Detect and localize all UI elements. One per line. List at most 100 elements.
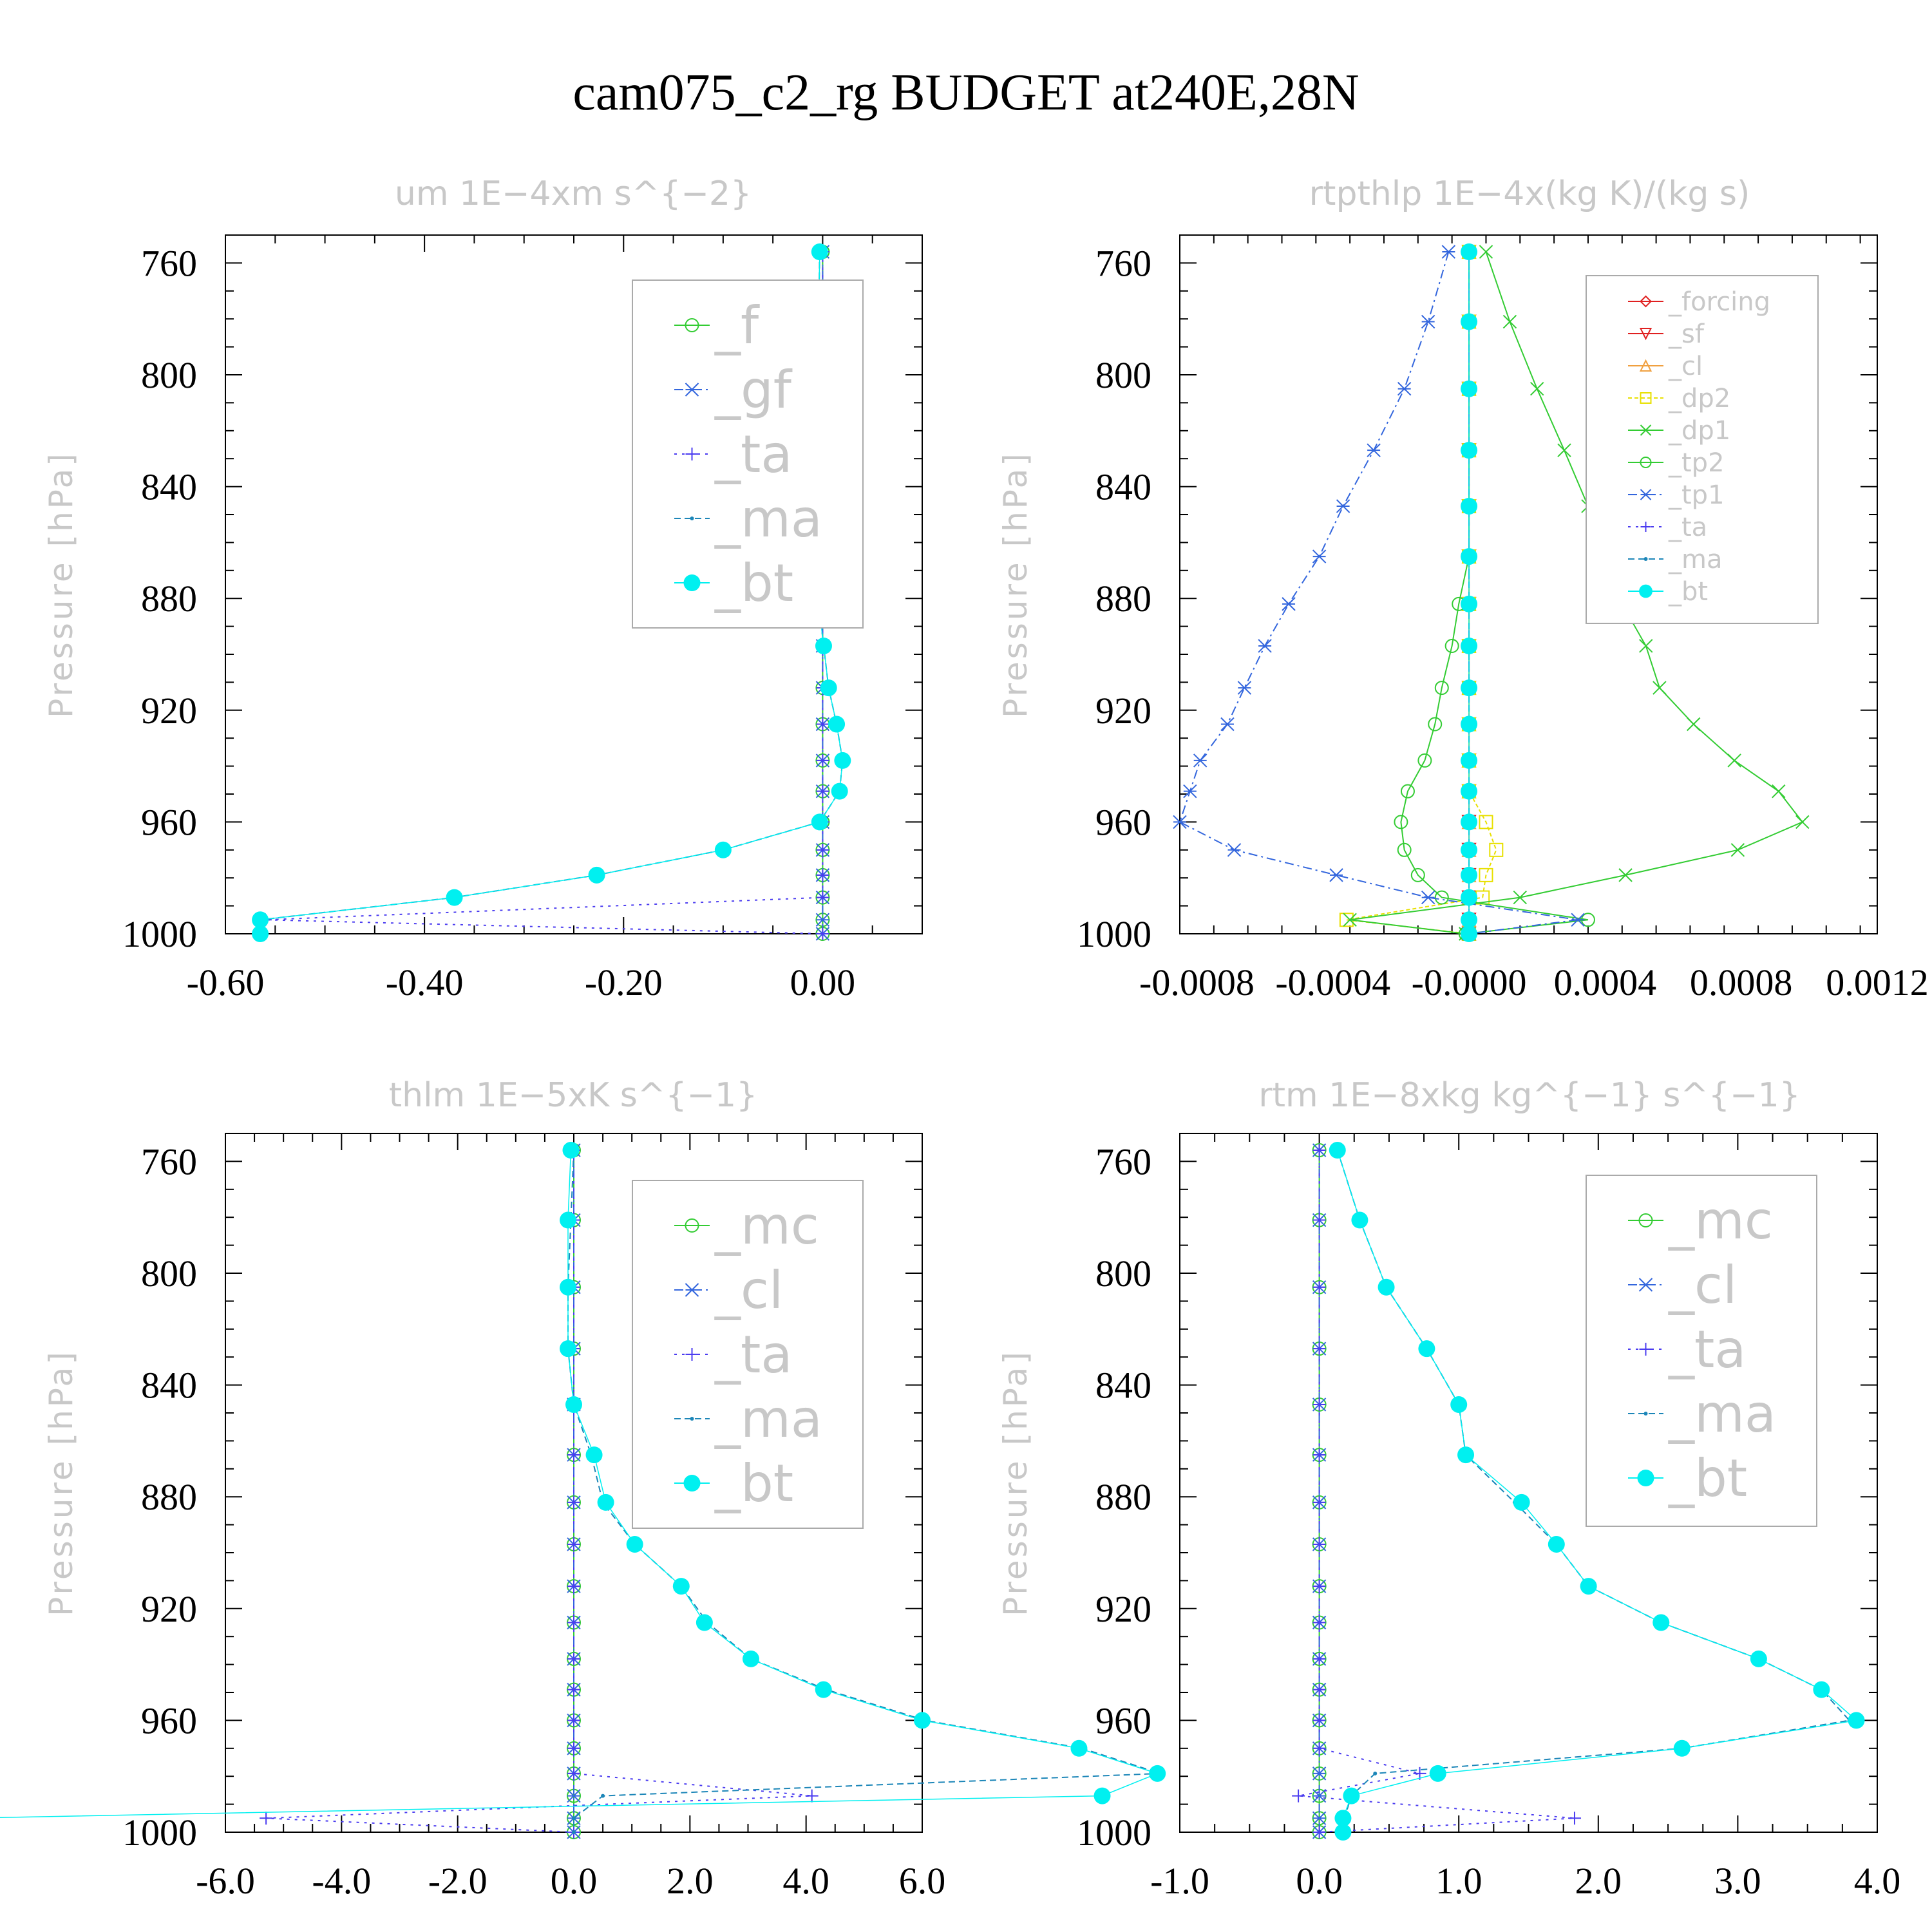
data-point bbox=[1149, 1765, 1166, 1782]
data-point bbox=[1653, 1614, 1670, 1631]
legend-box bbox=[1586, 275, 1819, 624]
y-tick-label: 960 bbox=[141, 1700, 197, 1741]
data-point bbox=[1461, 637, 1478, 654]
data-point bbox=[567, 1683, 580, 1696]
legend-label: _dp2 bbox=[1668, 384, 1730, 413]
data-point bbox=[1461, 313, 1478, 330]
data-point bbox=[601, 1794, 605, 1798]
data-point bbox=[1848, 1712, 1865, 1729]
data-point bbox=[714, 841, 732, 858]
x-tick-label: 0.0004 bbox=[1554, 961, 1657, 1003]
legend-label: _f bbox=[714, 296, 760, 355]
data-point bbox=[1461, 380, 1478, 397]
data-point bbox=[1638, 1213, 1653, 1227]
data-point bbox=[567, 1580, 580, 1593]
panel-title: thlm 1E−5xK s^{−1} bbox=[389, 1076, 757, 1115]
y-tick-label: 1000 bbox=[1077, 1812, 1151, 1853]
legend-label: _ta bbox=[1668, 1320, 1746, 1379]
legend: _mc_cl_ta_ma_bt bbox=[632, 1180, 864, 1529]
data-point bbox=[816, 753, 829, 767]
y-tick-label: 920 bbox=[141, 690, 197, 732]
data-point bbox=[1312, 1811, 1327, 1826]
legend-label: _dp1 bbox=[1668, 416, 1730, 446]
data-point bbox=[1421, 890, 1435, 905]
x-tick-label: -0.60 bbox=[187, 961, 265, 1003]
data-point bbox=[1444, 638, 1459, 653]
data-point bbox=[1394, 815, 1408, 829]
data-point bbox=[1367, 443, 1381, 457]
data-point bbox=[626, 1535, 643, 1553]
data-point bbox=[683, 574, 701, 591]
data-point bbox=[1640, 522, 1651, 532]
x-tick-label: -2.0 bbox=[428, 1860, 488, 1902]
data-point bbox=[685, 318, 699, 332]
x-tick-label: 3.0 bbox=[1714, 1860, 1761, 1902]
data-point bbox=[1400, 784, 1415, 799]
data-point bbox=[1094, 1787, 1111, 1804]
data-point bbox=[820, 679, 837, 697]
legend-label: _ma bbox=[714, 489, 822, 549]
y-tick-label: 1000 bbox=[122, 1812, 197, 1853]
series-line-dp2 bbox=[1346, 252, 1497, 934]
data-point bbox=[1334, 1810, 1352, 1827]
y-axis-label: Pressure [hPa] bbox=[997, 1349, 1034, 1616]
data-point bbox=[1070, 1739, 1088, 1757]
data-point bbox=[1461, 442, 1478, 459]
legend-box bbox=[632, 279, 864, 629]
y-tick-label: 960 bbox=[141, 801, 197, 843]
data-point bbox=[1638, 1278, 1653, 1292]
data-point bbox=[1434, 890, 1449, 905]
legend-label: _tp2 bbox=[1668, 448, 1725, 478]
legend-label: _bt bbox=[1668, 1448, 1747, 1508]
x-tick-label: 0.0 bbox=[1296, 1860, 1343, 1902]
data-point bbox=[1673, 1739, 1690, 1757]
x-tick-label: -0.0008 bbox=[1139, 961, 1255, 1003]
data-point bbox=[1173, 815, 1187, 829]
data-point bbox=[1312, 1766, 1327, 1781]
y-tick-label: 880 bbox=[141, 578, 197, 620]
data-point bbox=[1312, 1580, 1326, 1593]
data-point bbox=[828, 715, 846, 733]
data-point bbox=[1513, 890, 1527, 905]
y-tick-label: 760 bbox=[1095, 242, 1151, 284]
data-point bbox=[1336, 499, 1350, 513]
data-point bbox=[1343, 913, 1357, 927]
chart-panel-3: thlm 1E−5xK s^{−1} Pressure [hPa] 760 800 84… bbox=[0, 1076, 1166, 1902]
data-point bbox=[696, 1614, 713, 1631]
legend-label: _cl bbox=[714, 1260, 783, 1320]
panel-title: um 1E−4xm s^{−2} bbox=[395, 175, 752, 213]
legend-label: _mc bbox=[714, 1196, 819, 1256]
data-point bbox=[1312, 1714, 1326, 1727]
data-point bbox=[1292, 1789, 1305, 1803]
series-line-dp1 bbox=[1350, 251, 1804, 934]
legend-label: _bt bbox=[714, 553, 793, 613]
data-point bbox=[1461, 548, 1478, 565]
x-tick-label: 6.0 bbox=[899, 1860, 946, 1902]
data-point bbox=[1795, 815, 1810, 829]
data-point bbox=[1461, 889, 1478, 906]
data-point bbox=[1329, 868, 1343, 882]
y-tick-label: 840 bbox=[1095, 1365, 1151, 1406]
y-axis-label: Pressure [hPa] bbox=[43, 1349, 80, 1616]
data-point bbox=[1461, 752, 1478, 769]
data-point bbox=[1457, 1446, 1475, 1464]
data-point bbox=[1312, 1741, 1326, 1755]
data-point bbox=[1643, 1412, 1648, 1416]
data-point bbox=[567, 1766, 580, 1780]
y-tick-label: 880 bbox=[1095, 578, 1151, 620]
data-point bbox=[1312, 1342, 1326, 1356]
data-point bbox=[1653, 681, 1667, 695]
data-point bbox=[567, 1714, 580, 1727]
data-point bbox=[1640, 457, 1652, 468]
data-point bbox=[252, 911, 269, 929]
y-tick-label: 840 bbox=[1095, 466, 1151, 508]
data-point bbox=[1640, 392, 1652, 404]
data-point bbox=[567, 1448, 580, 1462]
data-point bbox=[672, 1578, 690, 1595]
data-point bbox=[816, 891, 829, 904]
data-point bbox=[1418, 1340, 1435, 1358]
data-point bbox=[1479, 815, 1493, 829]
data-point bbox=[1312, 1826, 1326, 1839]
data-point bbox=[559, 1211, 576, 1229]
legend-label: _ma bbox=[1668, 545, 1722, 574]
